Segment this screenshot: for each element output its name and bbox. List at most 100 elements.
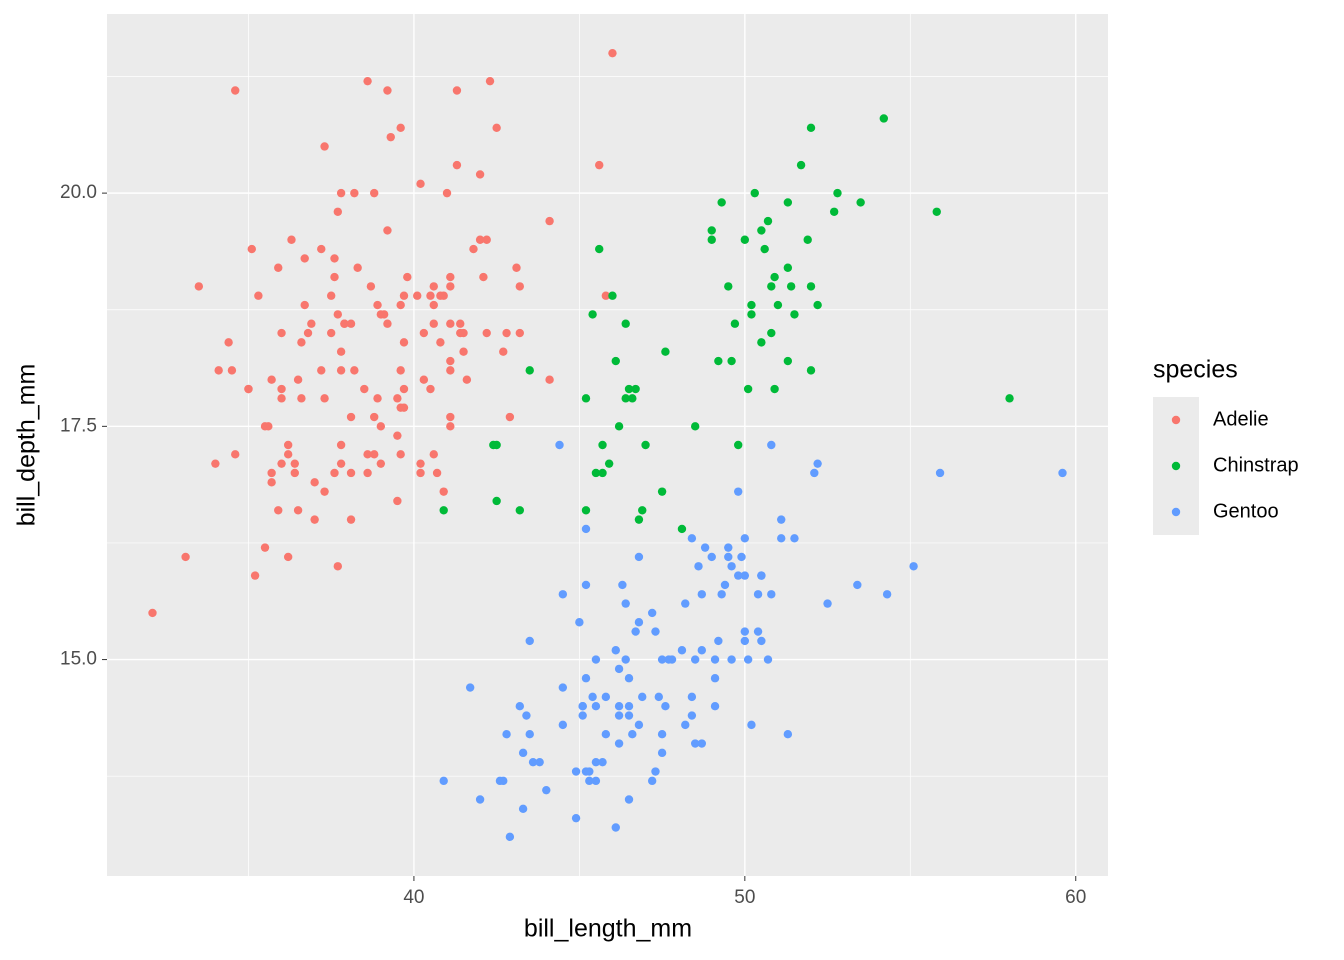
- point: [393, 394, 402, 403]
- point: [426, 291, 435, 300]
- point: [581, 580, 591, 590]
- point: [250, 571, 260, 580]
- legend-label: Chinstrap: [1213, 454, 1299, 476]
- point: [853, 580, 862, 590]
- point: [333, 562, 343, 571]
- panel: [107, 14, 1108, 876]
- point: [796, 160, 806, 170]
- point: [462, 375, 472, 384]
- point: [353, 263, 362, 272]
- point: [300, 300, 309, 310]
- point: [604, 459, 614, 468]
- point: [429, 319, 438, 328]
- point: [624, 384, 634, 394]
- point: [727, 356, 736, 366]
- point: [336, 366, 346, 375]
- point: [303, 328, 313, 338]
- point: [621, 655, 630, 664]
- legend-marker: [1171, 461, 1181, 471]
- point: [446, 356, 455, 366]
- point: [558, 720, 568, 730]
- point: [935, 468, 945, 478]
- point: [370, 450, 379, 459]
- point: [621, 599, 630, 608]
- point: [326, 328, 336, 338]
- point: [290, 459, 299, 468]
- point: [1005, 394, 1014, 403]
- point: [446, 412, 455, 422]
- point: [413, 291, 422, 300]
- point: [601, 729, 611, 739]
- point: [148, 608, 157, 618]
- point: [459, 328, 468, 338]
- point: [459, 347, 468, 356]
- point: [628, 729, 637, 739]
- point: [614, 711, 624, 720]
- point: [740, 627, 750, 636]
- point: [363, 76, 372, 86]
- point: [611, 823, 620, 832]
- point: [634, 552, 644, 562]
- point: [346, 412, 356, 422]
- point: [277, 459, 286, 468]
- point: [333, 310, 343, 319]
- point: [734, 571, 743, 580]
- point: [350, 366, 359, 375]
- point: [661, 702, 670, 711]
- point: [687, 692, 697, 702]
- point: [710, 702, 720, 711]
- point: [346, 515, 356, 524]
- point: [439, 506, 448, 515]
- point: [767, 328, 776, 338]
- point: [647, 776, 657, 786]
- point: [628, 394, 637, 403]
- point: [277, 394, 286, 403]
- point: [621, 319, 630, 328]
- point: [588, 310, 597, 319]
- point: [743, 655, 753, 664]
- point: [806, 366, 816, 375]
- point: [624, 702, 634, 711]
- point: [631, 627, 640, 636]
- point: [714, 636, 723, 646]
- point: [823, 599, 832, 608]
- point: [267, 375, 276, 384]
- point: [608, 291, 617, 300]
- point: [614, 422, 624, 431]
- legend-label: Gentoo: [1213, 500, 1279, 522]
- point: [687, 534, 697, 543]
- point: [634, 720, 644, 730]
- point: [763, 216, 773, 226]
- point: [740, 235, 750, 244]
- legend-title: species: [1153, 356, 1238, 384]
- point: [317, 366, 326, 375]
- point: [657, 487, 667, 496]
- point: [690, 739, 700, 748]
- point: [393, 431, 402, 440]
- point: [767, 590, 776, 599]
- point: [747, 300, 756, 310]
- point: [416, 459, 425, 468]
- point: [274, 263, 283, 272]
- point: [340, 319, 349, 328]
- point: [452, 160, 462, 170]
- point: [360, 384, 369, 394]
- point: [383, 319, 392, 328]
- point: [638, 692, 647, 702]
- point: [727, 655, 736, 664]
- point: [465, 683, 475, 692]
- point: [724, 543, 733, 552]
- x-tick-label: 50: [734, 887, 755, 908]
- point: [707, 235, 716, 244]
- point: [475, 235, 485, 244]
- point: [614, 739, 624, 748]
- point: [214, 366, 223, 375]
- point: [558, 590, 568, 599]
- point: [419, 375, 429, 384]
- point: [591, 757, 601, 767]
- point: [697, 739, 707, 748]
- point: [555, 440, 564, 450]
- point: [396, 366, 405, 375]
- point: [429, 282, 438, 291]
- point: [591, 776, 601, 786]
